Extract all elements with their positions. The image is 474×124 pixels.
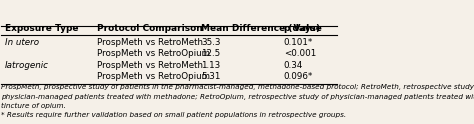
Text: ProspMeth vs RetroOpium: ProspMeth vs RetroOpium xyxy=(97,72,210,81)
Text: 5.31: 5.31 xyxy=(201,72,221,81)
Text: Mean Difference (days): Mean Difference (days) xyxy=(201,24,320,33)
Text: physician-managed patients treated with methadone; RetroOpium, retrospective stu: physician-managed patients treated with … xyxy=(1,93,474,100)
Text: 12.5: 12.5 xyxy=(201,49,220,58)
Text: tincture of opium.: tincture of opium. xyxy=(1,103,66,109)
Text: Iatrogenic: Iatrogenic xyxy=(5,62,49,70)
Text: ProspMeth, prospective study of patients in the pharmacist-managed, methadone-ba: ProspMeth, prospective study of patients… xyxy=(1,84,474,90)
Text: 0.101*: 0.101* xyxy=(284,38,313,47)
Text: ProspMeth vs RetroMeth: ProspMeth vs RetroMeth xyxy=(97,62,203,70)
Text: ProspMeth vs RetroOpium: ProspMeth vs RetroOpium xyxy=(97,49,210,58)
Text: <0.001: <0.001 xyxy=(284,49,316,58)
Text: Exposure Type: Exposure Type xyxy=(5,24,78,33)
Text: Protocol Comparison: Protocol Comparison xyxy=(97,24,203,33)
Text: 1.13: 1.13 xyxy=(201,62,220,70)
Text: 0.096*: 0.096* xyxy=(284,72,313,81)
Text: 0.34: 0.34 xyxy=(284,62,303,70)
Text: 35.3: 35.3 xyxy=(201,38,221,47)
Text: In utero: In utero xyxy=(5,38,39,47)
Text: p Value: p Value xyxy=(284,24,321,33)
Text: * Results require further validation based on small patient populations in retro: * Results require further validation bas… xyxy=(1,112,346,118)
Text: ProspMeth vs RetroMeth: ProspMeth vs RetroMeth xyxy=(97,38,203,47)
